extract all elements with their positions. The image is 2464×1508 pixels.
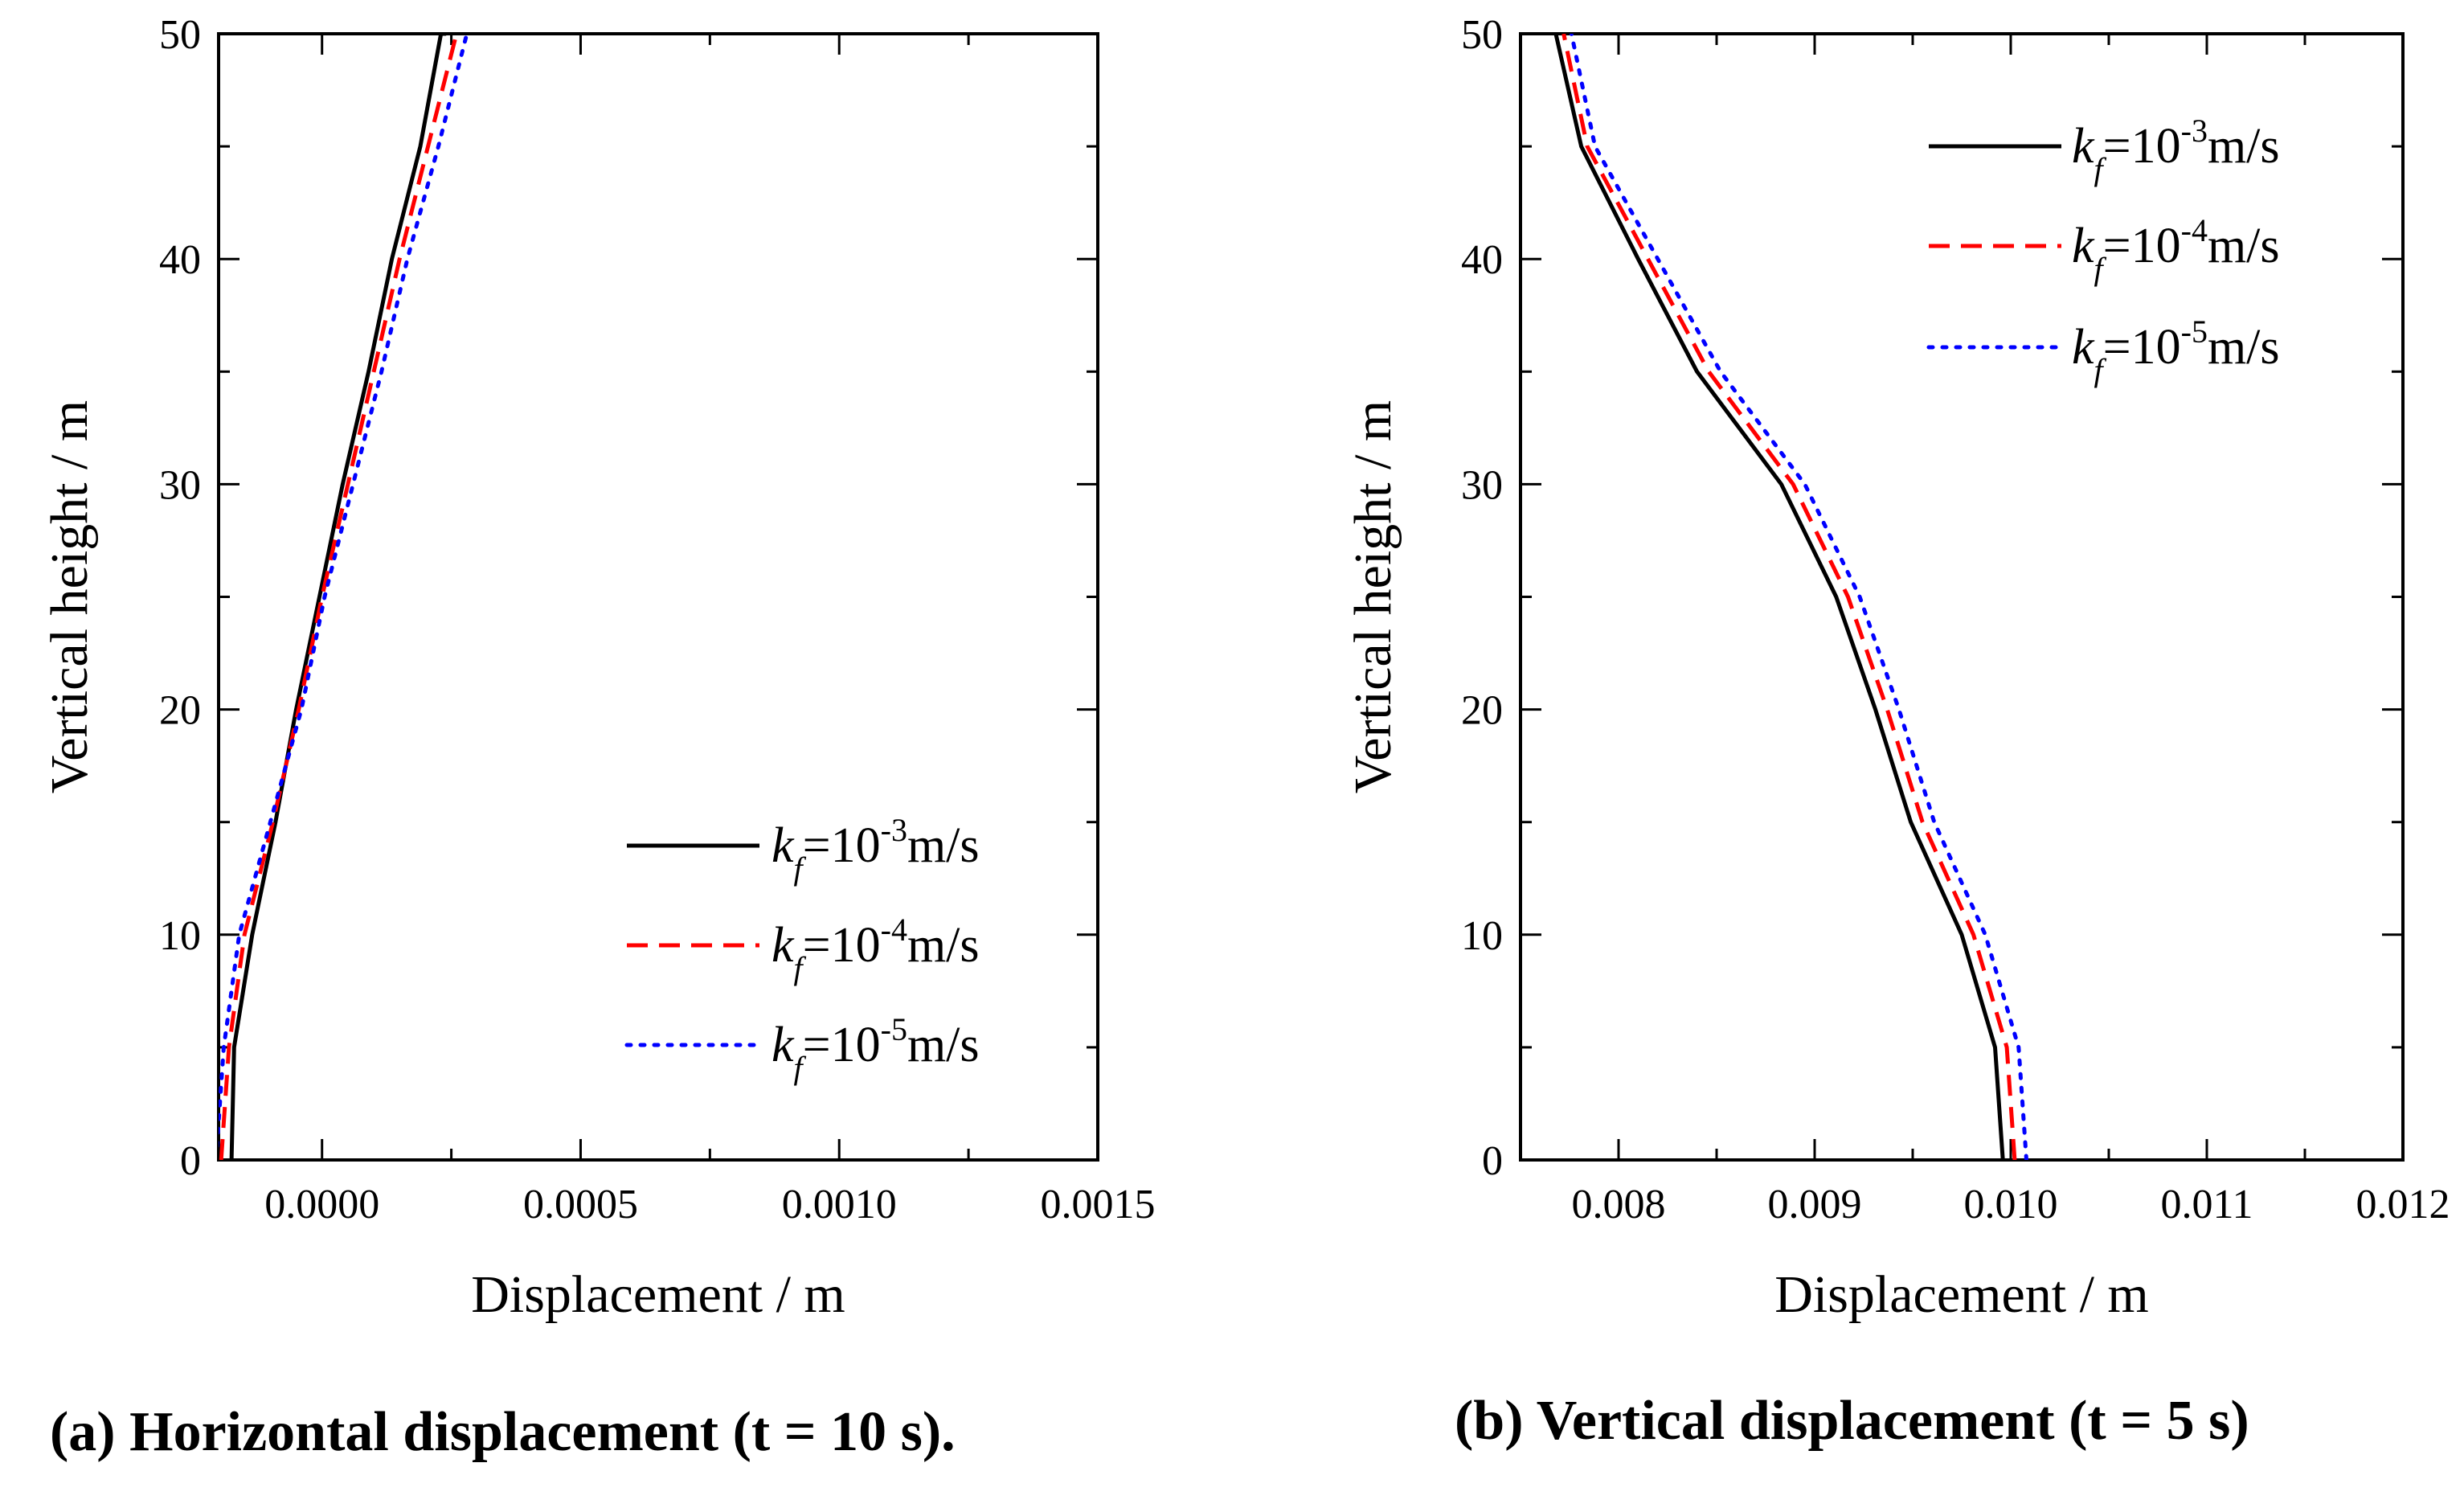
panel-b-vertical-displacement: 0.008 0.009 0.010 0.011 0.012 0 10 20 30 40 50 Disp… xyxy=(1344,12,2450,1324)
series-line-1 xyxy=(1553,34,2005,1160)
legend-unit: m/s xyxy=(907,818,980,873)
y-tick-label: 40 xyxy=(1461,237,1503,283)
y-tick-label: 10 xyxy=(159,913,201,959)
plot-frame xyxy=(1519,32,2405,1162)
legend-unit: m/s xyxy=(2208,320,2280,375)
legend-exponent: -4 xyxy=(881,912,907,948)
legend-base: =10 xyxy=(2103,320,2181,375)
legend-base: =10 xyxy=(803,818,881,873)
legend-base: =10 xyxy=(803,1018,881,1072)
y-tick-label: 30 xyxy=(1461,462,1503,508)
y-tick-label: 20 xyxy=(1461,688,1503,734)
y-tick-label: 10 xyxy=(1461,913,1503,959)
x-tick-label: 0.0005 xyxy=(523,1182,638,1227)
caption-b: (b) Vertical displacement (t = 5 s) xyxy=(1455,1390,2249,1452)
legend-unit: m/s xyxy=(907,918,980,973)
y-tick-label: 30 xyxy=(159,462,201,508)
y-tick-label: 50 xyxy=(159,12,201,58)
plot-frame xyxy=(217,32,1099,1162)
panel-a-horizontal-displacement: 0.0000 0.0005 0.0010 0.0015 0 10 20 30 40 50 Displ… xyxy=(40,12,1156,1324)
legend-label-2: kf=10-4m/s xyxy=(772,912,980,986)
legend-label-2: kf=10-4m/s xyxy=(2072,212,2280,287)
legend-base: =10 xyxy=(803,918,881,973)
legend-exponent: -4 xyxy=(2181,212,2208,248)
x-tick-label: 0.0010 xyxy=(782,1182,897,1227)
caption-a: (a) Horizontal displacement (t = 10 s). xyxy=(50,1401,956,1463)
legend-k: k xyxy=(2072,119,2095,174)
legend-k: k xyxy=(772,818,795,873)
y-tick-label: 0 xyxy=(180,1138,201,1184)
legend-k: k xyxy=(2072,219,2095,273)
y-axis-title: Vertical height / m xyxy=(1344,400,1402,793)
series-line-3 xyxy=(219,34,469,1152)
y-tick-label: 40 xyxy=(159,237,201,283)
legend-k: k xyxy=(772,1018,795,1072)
series-line-2 xyxy=(1561,34,2017,1160)
y-tick-label: 0 xyxy=(1482,1138,1503,1184)
series-line-2 xyxy=(219,34,459,1160)
legend-base: =10 xyxy=(2103,119,2181,174)
legend-unit: m/s xyxy=(2208,219,2280,273)
x-axis-title: Displacement / m xyxy=(471,1265,845,1324)
x-tick-label: 0.0015 xyxy=(1041,1182,1156,1227)
legend-label-3: kf=10-5m/s xyxy=(2072,313,2280,388)
legend-label-3: kf=10-5m/s xyxy=(772,1011,980,1086)
legend-exponent: -3 xyxy=(2181,113,2208,149)
legend-exponent: -3 xyxy=(881,812,907,848)
y-tick-label: 20 xyxy=(159,688,201,734)
legend-k: k xyxy=(772,918,795,973)
legend-unit: m/s xyxy=(907,1018,980,1072)
x-tick-label: 0.010 xyxy=(1964,1182,2058,1227)
series-line-3 xyxy=(1569,34,2028,1160)
x-tick-label: 0.011 xyxy=(2160,1182,2253,1227)
y-tick-label: 50 xyxy=(1461,12,1503,58)
legend-label-1: kf=10-3m/s xyxy=(2072,113,2280,187)
legend-unit: m/s xyxy=(2208,119,2280,174)
x-axis-title: Displacement / m xyxy=(1774,1265,2149,1324)
x-tick-label: 0.012 xyxy=(2356,1182,2450,1227)
y-axis-title: Vertical height / m xyxy=(40,400,99,793)
legend-k: k xyxy=(2072,320,2095,375)
legend-base: =10 xyxy=(2103,219,2181,273)
legend-exponent: -5 xyxy=(2181,313,2208,350)
x-tick-label: 0.009 xyxy=(1768,1182,1862,1227)
x-tick-label: 0.008 xyxy=(1572,1182,1666,1227)
series-line-1 xyxy=(229,34,447,1160)
legend-label-1: kf=10-3m/s xyxy=(772,812,980,887)
x-tick-label: 0.0000 xyxy=(264,1182,379,1227)
legend-exponent: -5 xyxy=(881,1011,907,1047)
